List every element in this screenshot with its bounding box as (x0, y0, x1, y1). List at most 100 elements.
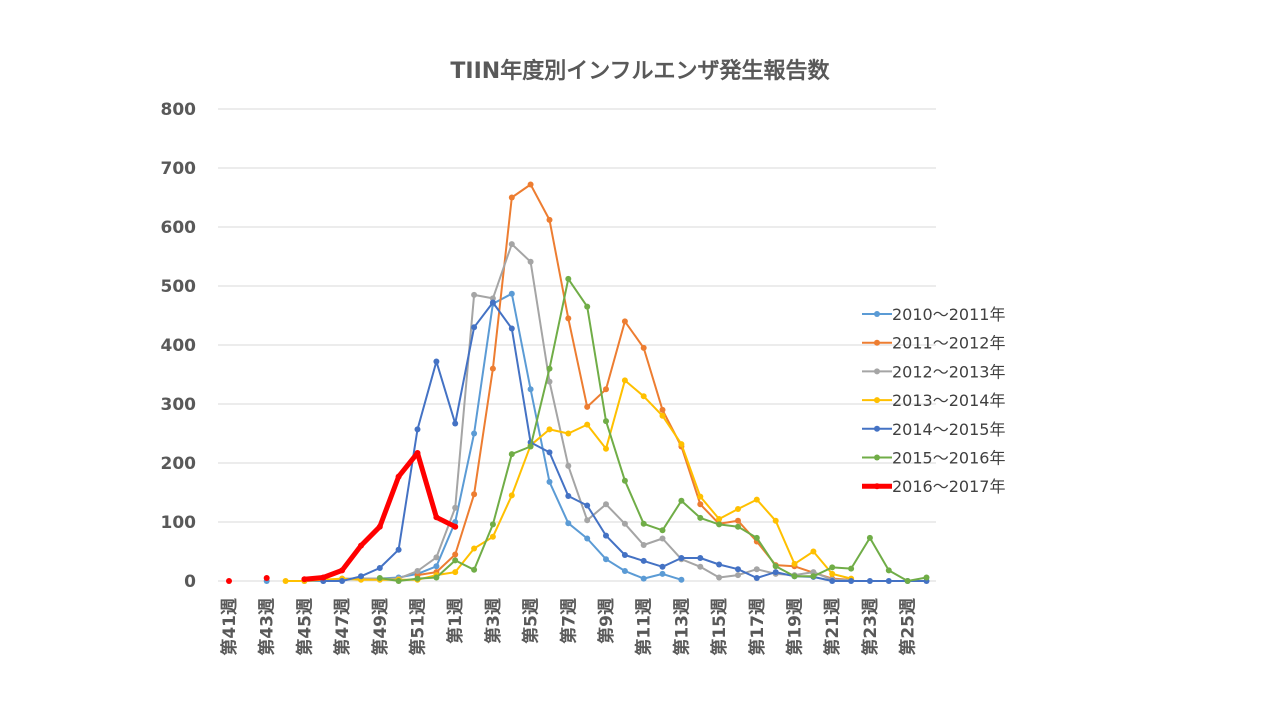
data-point (848, 565, 855, 572)
series-line (341, 243, 853, 581)
y-tick-label: 300 (161, 395, 197, 415)
data-point (584, 535, 591, 542)
legend: 2010～2011年 2011～2012年 2012～2013年 2013～2014年… (862, 305, 1005, 496)
data-point (376, 523, 383, 530)
x-tick-label: 第3週 (483, 598, 504, 644)
data-point (433, 563, 440, 570)
legend-swatch-marker (874, 454, 880, 461)
data-point (753, 496, 760, 503)
x-tick-label: 第13週 (671, 598, 692, 656)
data-point (489, 533, 496, 540)
legend-label: 2013～2014年 (892, 391, 1005, 410)
y-tick-label: 500 (161, 277, 197, 297)
series-6 (226, 450, 459, 584)
data-point (527, 181, 534, 188)
data-point (697, 563, 704, 570)
data-point (678, 441, 685, 448)
data-point (603, 445, 609, 452)
x-tick-label: 第47週 (332, 598, 353, 656)
data-point (810, 569, 817, 576)
chart-title: TIIN年度別インフルエンザ発生報告数 (450, 58, 830, 84)
legend-item: 2016～2017年 (862, 477, 1005, 496)
data-point (546, 426, 553, 433)
data-point (584, 517, 591, 524)
data-point (565, 430, 572, 437)
y-axis-tick-labels: 0 100 200 300 400 500 600 700 800 (161, 100, 197, 592)
x-tick-label: 第17週 (747, 598, 768, 656)
gridlines (218, 108, 936, 582)
data-point (659, 412, 666, 419)
data-point (603, 501, 609, 508)
data-point (433, 554, 440, 561)
x-tick-label: 第45週 (294, 598, 315, 656)
data-point (659, 527, 666, 534)
data-point (697, 514, 704, 521)
data-point (320, 574, 327, 581)
data-point (565, 462, 572, 469)
legend-swatch-marker (874, 425, 880, 432)
data-point (358, 573, 364, 580)
data-point (659, 570, 666, 577)
data-point (527, 443, 534, 450)
data-point (527, 386, 534, 393)
data-point (885, 578, 892, 584)
data-point (452, 551, 459, 558)
data-point (810, 548, 817, 555)
data-point (753, 575, 760, 581)
data-point (716, 561, 723, 568)
series-5 (376, 275, 930, 584)
legend-swatch-marker (874, 397, 880, 404)
data-point (489, 295, 496, 302)
y-tick-label: 800 (161, 100, 197, 120)
data-point (810, 573, 817, 580)
data-point (678, 576, 685, 583)
data-point (584, 421, 591, 428)
x-axis-tick-labels: 第41週 第43週 第45週 第47週 第49週 第51週 第1週 第3週 第5週 第7週 第9週第… (219, 598, 919, 656)
data-point (735, 566, 741, 573)
data-point (546, 378, 553, 385)
data-point (885, 567, 892, 574)
legend-item: 2011～2012年 (862, 334, 1005, 353)
data-point (904, 578, 911, 584)
data-point (603, 386, 609, 393)
data-point (678, 555, 685, 561)
x-tick-label: 第23週 (860, 598, 881, 656)
data-point (640, 557, 647, 564)
data-point (452, 557, 459, 564)
x-tick-label: 第19週 (785, 598, 806, 656)
data-point (659, 406, 666, 413)
data-point (621, 552, 628, 558)
data-point (640, 520, 647, 527)
data-point (603, 556, 609, 563)
data-point (584, 403, 591, 410)
x-tick-label: 第1週 (445, 598, 466, 644)
series-line (378, 277, 928, 582)
data-point (659, 563, 666, 570)
legend-item: 2014～2015年 (862, 420, 1005, 439)
data-point (866, 534, 873, 541)
data-point (640, 393, 647, 400)
data-point (772, 569, 779, 576)
data-point (772, 563, 779, 570)
data-point (471, 324, 478, 331)
x-tick-label: 第21週 (822, 598, 843, 656)
legend-swatch-marker (874, 339, 880, 346)
series-line (322, 301, 928, 582)
y-tick-label: 0 (184, 572, 196, 592)
legend-swatch-marker (874, 311, 880, 317)
x-tick-label: 第7週 (558, 598, 579, 644)
data-point (866, 578, 873, 584)
data-point (735, 523, 741, 530)
data-point (508, 492, 515, 499)
data-point (433, 574, 440, 581)
data-point (829, 570, 836, 577)
data-point (414, 568, 421, 574)
data-point (735, 517, 741, 524)
data-point (226, 578, 232, 584)
data-point (508, 290, 515, 297)
data-point (471, 566, 478, 573)
legend-item: 2010～2011年 (862, 305, 1005, 324)
x-tick-label: 第43週 (257, 598, 278, 656)
data-point (395, 473, 402, 480)
